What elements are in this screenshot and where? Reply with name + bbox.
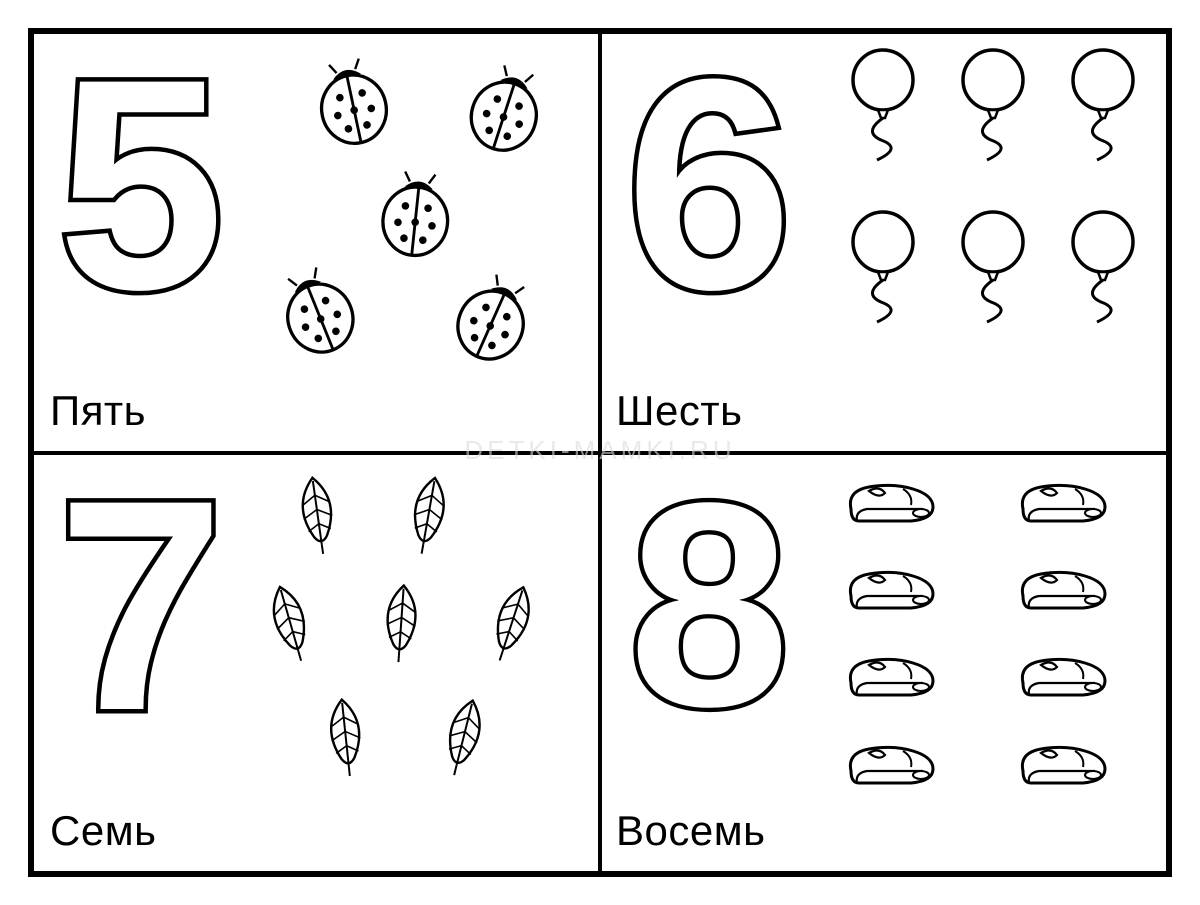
ladybug-icon <box>363 164 468 273</box>
digit-outline: 8 <box>614 463 819 763</box>
number-word-label: Пять <box>50 387 146 435</box>
cell-eight: 8 Восемь <box>600 453 1168 874</box>
balloon-icon <box>943 44 1043 169</box>
svg-text:6: 6 <box>626 38 793 348</box>
digit-outline: 6 <box>614 38 819 348</box>
ladybug-icon <box>297 49 411 167</box>
object-area <box>244 465 588 802</box>
shoe-icon <box>1005 552 1120 627</box>
object-area <box>812 44 1156 381</box>
number-word-label: Восемь <box>616 807 766 855</box>
cell-five: 5 Пять <box>32 32 600 453</box>
leaf-icon <box>459 569 564 682</box>
shoe-icon <box>833 727 948 802</box>
number-word-label: Шесть <box>616 387 742 435</box>
balloon-icon <box>833 44 933 169</box>
cell-seven: 7 Семь <box>32 453 600 874</box>
ladybug-icon <box>444 52 565 176</box>
cell-six: 6 Шесть <box>600 32 1168 453</box>
digit-outline: 7 <box>46 459 251 769</box>
ladybug-icon <box>256 252 382 380</box>
shoe-icon <box>1005 727 1120 802</box>
svg-text:8: 8 <box>629 463 790 763</box>
balloon-icon <box>943 206 1043 331</box>
svg-text:7: 7 <box>58 459 225 769</box>
card-grid: 5 Пять 6 Шесть 7 Семь 8 Восемь <box>28 28 1172 877</box>
leaf-icon <box>381 465 476 570</box>
digit-outline: 5 <box>46 38 251 348</box>
shoe-icon <box>833 465 948 540</box>
leaf-icon <box>272 466 364 569</box>
shoe-icon <box>833 639 948 714</box>
object-area <box>812 465 1156 802</box>
leaf-icon <box>358 576 444 674</box>
coloring-worksheet-page: 5 Пять 6 Шесть 7 Семь 8 Восемь <box>0 0 1200 905</box>
shoe-icon <box>833 552 948 627</box>
balloon-icon <box>833 206 933 331</box>
balloon-icon <box>1053 44 1153 169</box>
shoe-icon <box>1005 465 1120 540</box>
svg-text:5: 5 <box>58 38 225 348</box>
number-word-label: Семь <box>50 807 156 855</box>
ladybug-icon <box>427 258 554 388</box>
leaf-icon <box>413 685 513 795</box>
shoe-icon <box>1005 639 1120 714</box>
leaf-icon <box>301 689 390 790</box>
object-area <box>244 44 588 381</box>
leaf-icon <box>240 570 343 681</box>
balloon-icon <box>1053 206 1153 331</box>
